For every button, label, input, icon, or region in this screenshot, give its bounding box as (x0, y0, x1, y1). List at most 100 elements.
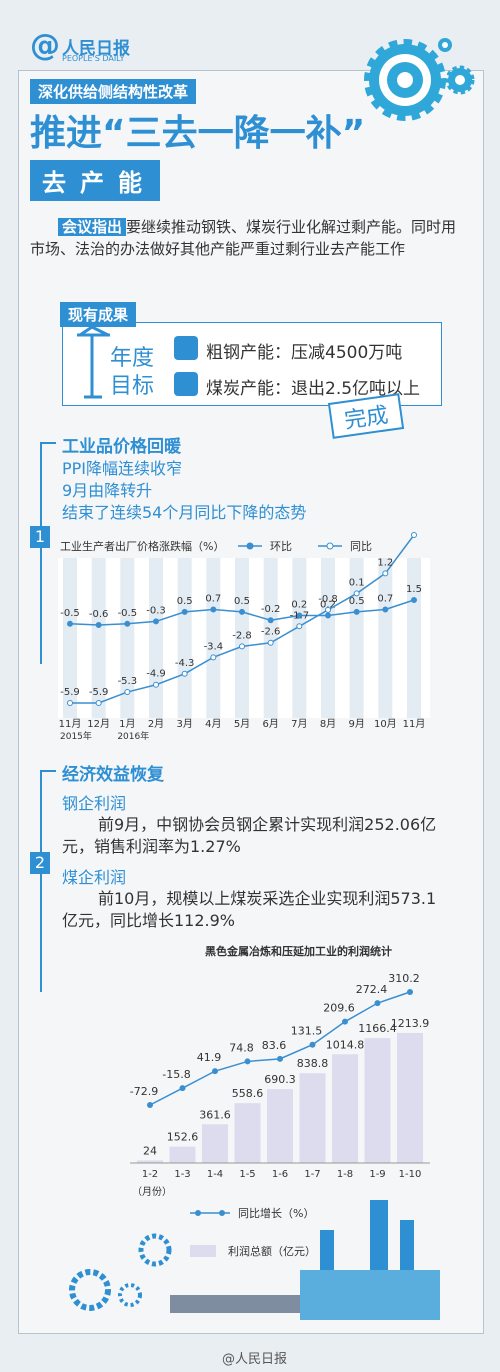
point (325, 612, 331, 619)
point (212, 1068, 218, 1075)
data-label: 1014.8 (326, 1038, 365, 1051)
point (411, 597, 417, 603)
x-tick-label: 12月 (87, 718, 110, 730)
x-tick-label: 11月 (403, 718, 426, 730)
logo-at: @ (30, 28, 60, 63)
x-tick-label: 1-5 (239, 1169, 255, 1180)
data-label: 272.4 (356, 983, 388, 996)
x-tick-label: 1-3 (174, 1169, 190, 1180)
data-label: 0.1 (349, 577, 365, 588)
point (309, 1041, 316, 1048)
legend-label: 环比 (270, 540, 292, 553)
data-label: -0.8 (318, 594, 338, 605)
point (277, 1055, 283, 1062)
coal-icon (174, 372, 198, 396)
section-lines: PPI降幅连续收窄 9月由降转升 结束了连续54个月同比下降的态势 (62, 458, 306, 524)
legend-marker (219, 1210, 225, 1216)
x-tick-label: 7月 (291, 718, 307, 730)
bar (202, 1124, 228, 1163)
data-label: 838.8 (297, 1057, 329, 1070)
point (296, 612, 303, 619)
goal-line-1: 年度 (110, 346, 155, 371)
x-tick-label: 1-8 (337, 1169, 353, 1180)
data-label: -2.8 (232, 630, 252, 641)
data-label: 209.6 (323, 1002, 355, 1015)
data-label: 0.5 (349, 596, 365, 607)
x-tick-label: 1-7 (304, 1169, 320, 1180)
point (95, 622, 102, 628)
data-label: -3.4 (204, 641, 224, 652)
data-label: 310.2 (388, 972, 420, 985)
gears (364, 38, 475, 121)
data-label: 361.6 (199, 1108, 231, 1121)
data-label: -5.3 (118, 676, 138, 687)
price-chart: 工业生产者出厂价格涨跌幅（%） 环比 -0.5 -0.6 -0.5 -0.3 0.5 0.7 0… (58, 532, 430, 742)
logo-name: 人民日报 (62, 39, 130, 59)
point (210, 606, 217, 613)
data-label: 690.3 (264, 1073, 296, 1086)
data-label: 1213.9 (391, 1017, 430, 1030)
legend-marker (190, 1245, 216, 1257)
section-line-text: 9月由降转升 (62, 481, 153, 500)
section-title: 工业品价格回暖 (62, 437, 181, 457)
x-tick-label: 4月 (205, 718, 221, 730)
data-label: -1.7 (290, 610, 310, 621)
header-subtitle: 去产能 (30, 160, 160, 201)
x-tick-label: 1月 (119, 718, 135, 730)
bar (234, 1103, 261, 1163)
x-axis-label: （月份） (132, 1186, 172, 1198)
point (153, 681, 159, 688)
x-tick-label: 11月 (59, 718, 82, 730)
item-text: 前10月，规模以上煤炭采选企业实现利润573.1亿元，同比增长112.9% (62, 889, 437, 930)
point (382, 570, 389, 577)
crane-icon (77, 325, 110, 399)
x-tick-label: 1-2 (142, 1169, 158, 1180)
data-label: 83.6 (262, 1039, 287, 1052)
data-label: 0.7 (377, 594, 393, 605)
point (181, 608, 188, 615)
section-number: 2 (30, 852, 50, 874)
point (95, 700, 102, 706)
data-label: -0.5 (118, 608, 138, 619)
bar (137, 1160, 163, 1163)
section-line (40, 770, 42, 992)
x-tick-label: 1-4 (207, 1169, 223, 1180)
data-label: -2.6 (261, 627, 281, 638)
section-line-text: 结束了连续54个月同比下降的态势 (62, 503, 307, 522)
data-label: -5.9 (60, 687, 80, 698)
x-tick-label: 1-10 (399, 1169, 422, 1180)
point (411, 532, 417, 538)
data-label: -4.9 (146, 669, 166, 680)
data-label: 152.6 (167, 1131, 199, 1144)
point (179, 1085, 186, 1092)
data-label: 1.5 (406, 584, 422, 595)
steel-icon (174, 336, 198, 360)
section-number: 1 (30, 526, 50, 548)
point (124, 620, 131, 627)
point (210, 654, 217, 661)
point (67, 700, 73, 706)
result-item: 煤炭产能：退出2.5亿吨以上 (206, 379, 421, 399)
x-tick-label: 3月 (176, 718, 192, 730)
header-title: 推进“三去一降一补” (30, 113, 366, 154)
footer: @人民日报 (222, 1352, 288, 1367)
point (353, 590, 360, 597)
point (147, 1102, 153, 1108)
x-tick-label: 8月 (320, 718, 336, 730)
data-label: 74.8 (229, 1041, 254, 1054)
intro: 会议指出 要继续推动钢铁、煤炭行业化解过剩产能。同时用市场、法治的办法做好其他产能… (30, 216, 470, 260)
legend-label: 利润总额（亿元） (228, 1244, 316, 1258)
point (407, 989, 413, 995)
data-label: -0.2 (261, 604, 281, 615)
point (353, 608, 360, 615)
bar (332, 1054, 358, 1163)
data-label: 0.5 (234, 596, 250, 607)
x-tick-label: 2月 (148, 718, 164, 730)
data-label: -5.9 (89, 687, 109, 698)
point (382, 606, 389, 613)
data-label: 0.5 (177, 596, 193, 607)
logo-english: PEOPLE'S DAILY (62, 54, 125, 63)
data-label: -15.8 (162, 1068, 190, 1081)
factory-illustration (69, 1200, 440, 1320)
x-tick-label: 1-9 (369, 1169, 385, 1180)
